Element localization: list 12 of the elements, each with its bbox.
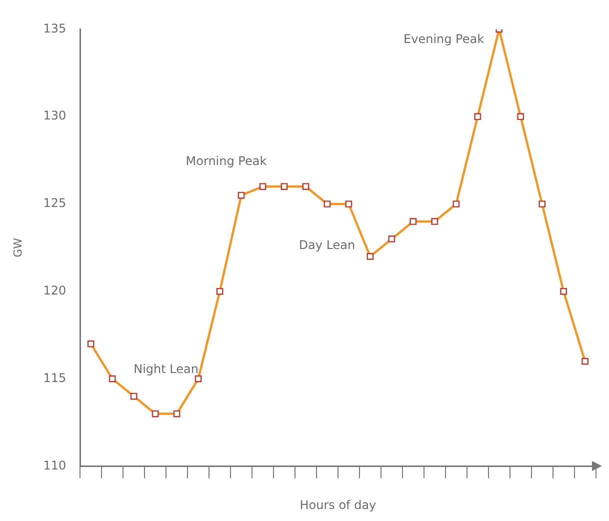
y-tick-label: 115	[43, 370, 66, 385]
y-axis-title: GW	[11, 238, 24, 258]
y-tick-label: 135	[43, 21, 66, 36]
annotation: Evening Peak	[404, 32, 484, 46]
annotation: Night Lean	[134, 362, 198, 376]
x-axis-title: Hours of day	[300, 498, 376, 512]
y-tick-label: 110	[43, 458, 66, 472]
annotation: Day Lean	[298, 238, 356, 252]
annotation: Morning Peak	[186, 154, 267, 168]
y-tick-label: 125	[43, 196, 66, 210]
y-tick-label: 120	[43, 284, 66, 298]
y-tick-label: 130	[43, 108, 66, 123]
